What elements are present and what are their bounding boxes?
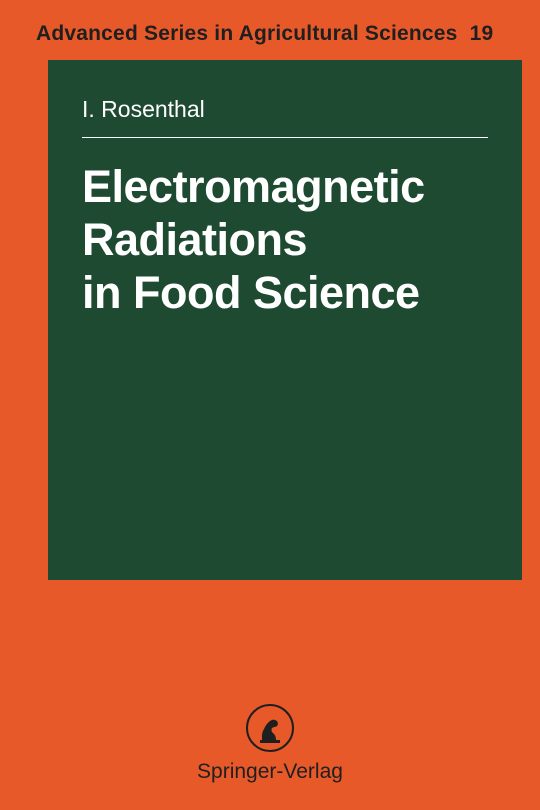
- series-number: 19: [470, 22, 494, 45]
- series-bar: Advanced Series in Agricultural Sciences…: [0, 0, 540, 60]
- author-name: I. Rosenthal: [82, 96, 488, 123]
- title-line-3: in Food Science: [82, 266, 488, 319]
- book-title: Electromagnetic Radiations in Food Scien…: [82, 160, 488, 319]
- publisher-name: Springer-Verlag: [197, 760, 343, 784]
- divider-line: [82, 137, 488, 138]
- title-line-2: Radiations: [82, 213, 488, 266]
- title-panel: I. Rosenthal Electromagnetic Radiations …: [48, 60, 522, 580]
- springer-horse-icon: [246, 704, 294, 752]
- series-title: Advanced Series in Agricultural Sciences: [36, 22, 458, 45]
- book-cover: Advanced Series in Agricultural Sciences…: [0, 0, 540, 810]
- horse-chess-icon: [252, 710, 288, 746]
- title-line-1: Electromagnetic: [82, 160, 488, 213]
- publisher-block: Springer-Verlag: [0, 704, 540, 784]
